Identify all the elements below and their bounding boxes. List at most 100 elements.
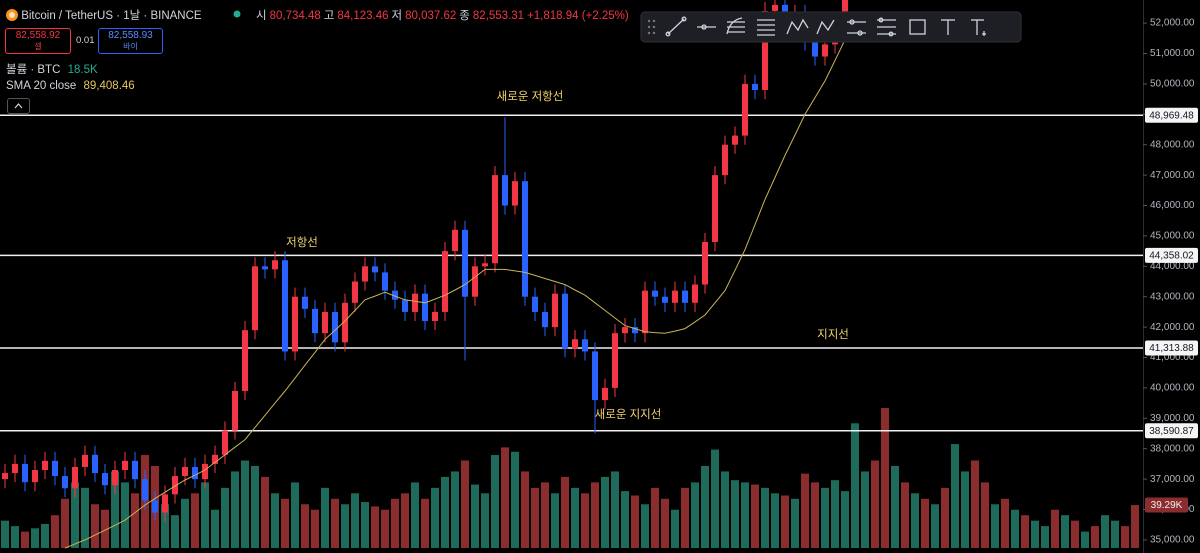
candle-body: [42, 460, 48, 471]
candle-body: [272, 260, 278, 270]
volume-bar: [781, 495, 789, 548]
volume-bar: [521, 471, 529, 548]
volume-bar: [401, 493, 409, 548]
candle-body: [562, 293, 568, 349]
pattern-tool[interactable]: [786, 18, 809, 35]
candle-body: [632, 327, 638, 334]
volume-bar: [471, 484, 479, 548]
candle-body: [322, 311, 328, 334]
candle-body: [342, 302, 348, 343]
volume-bar: [551, 493, 559, 548]
volume-bar: [1081, 531, 1089, 548]
candle-body: [492, 175, 498, 264]
candle-body: [672, 290, 678, 303]
volume-bar: [421, 498, 429, 548]
volume-bar: [1041, 526, 1049, 548]
y-tick-label: 43,000.00: [1150, 291, 1195, 302]
candle-body: [702, 241, 708, 285]
ohlc-label: 시: [256, 10, 267, 22]
ohlc-value: 80,037.62: [405, 10, 457, 22]
volume-label: 39.29K: [1151, 500, 1183, 511]
volume-bar: [261, 476, 269, 548]
measure-tool[interactable]: [847, 19, 866, 36]
y-tick-label: 44,000.00: [1150, 261, 1195, 272]
buy-button[interactable]: 82,558.93 바이: [98, 28, 163, 54]
candle-body: [512, 181, 518, 206]
level-label: 41,313.88: [1149, 343, 1194, 354]
rectangle-tool[interactable]: [909, 19, 926, 35]
buy-label: 바이: [123, 42, 138, 51]
volume-bar: [601, 476, 609, 548]
volume-bar: [851, 423, 859, 548]
volume-bar: [721, 471, 729, 548]
volume-bar: [651, 487, 659, 548]
volume-bar: [841, 491, 849, 548]
horizontal-ray-tool[interactable]: [697, 24, 716, 30]
volume-bar: [961, 471, 969, 548]
candle-body: [32, 470, 38, 483]
text-tool[interactable]: [941, 19, 955, 35]
volume-bar: [861, 471, 869, 548]
candle-body: [482, 263, 488, 267]
volume-bar: [131, 493, 139, 548]
candle-body: [232, 390, 238, 431]
trend-line-tool[interactable]: [665, 16, 687, 37]
candle-body: [142, 479, 148, 501]
volume-bar: [1061, 515, 1069, 548]
volume-bar: [641, 504, 649, 548]
candle-body: [152, 500, 158, 513]
ohlc-value: 84,123.46: [337, 10, 389, 22]
candle-body: [402, 299, 408, 312]
volume-bar: [1031, 520, 1039, 548]
volume-bar: [941, 487, 949, 548]
volume-bar: [481, 493, 489, 548]
volume-bar: [371, 506, 379, 548]
volume-bar: [411, 482, 419, 548]
candle-body: [752, 83, 758, 90]
price-axis: 35,000.0036,000.0037,000.0038,000.0039,0…: [1143, 0, 1200, 553]
volume-bar: [1001, 498, 1009, 548]
volume-bar: [541, 482, 549, 548]
sell-price: 82,558.92: [15, 30, 61, 41]
y-tick-label: 39,000.00: [1150, 413, 1195, 424]
drag-handle[interactable]: [647, 19, 656, 35]
volume-bar: [611, 471, 619, 548]
volume-bar: [811, 482, 819, 548]
volume-bar: [251, 465, 259, 548]
y-tick-label: 50,000.00: [1150, 79, 1195, 90]
volume-legend-value: 18.5K: [67, 64, 98, 76]
volume-bar: [91, 504, 99, 548]
sell-button[interactable]: 82,558.92 셀: [5, 28, 71, 54]
fib-tool[interactable]: [726, 17, 745, 35]
volume-bar: [621, 491, 629, 548]
volume-bar: [211, 509, 219, 548]
sma-legend-name[interactable]: SMA 20 close: [6, 80, 77, 92]
collapse-icon: [14, 103, 23, 109]
spread: 0.01: [76, 35, 95, 46]
ranges-tool[interactable]: [877, 17, 896, 37]
volume-bar: [121, 482, 129, 548]
volume-bar: [631, 495, 639, 548]
candle-body: [592, 351, 598, 401]
volume-bar: [991, 504, 999, 548]
candle-body: [822, 44, 828, 57]
volume-bar: [1011, 509, 1019, 548]
abcd-pattern-tool[interactable]: [816, 19, 835, 35]
candle-body: [462, 229, 468, 297]
volume-legend-name[interactable]: 볼륨 · BTC: [6, 64, 61, 76]
candle-body: [382, 272, 388, 291]
volume-bar: [161, 504, 169, 548]
candle-body: [212, 454, 218, 464]
volume-bar: [321, 487, 329, 548]
parallel-lines-tool[interactable]: [757, 19, 775, 36]
symbol-title[interactable]: Bitcoin / TetherUS · 1날 · BINANCE: [21, 10, 202, 22]
collapse-button[interactable]: [7, 98, 30, 114]
volume-bar: [431, 487, 439, 548]
candle-body: [102, 473, 108, 486]
volume-bar: [911, 493, 919, 548]
text-note-tool[interactable]: [971, 19, 986, 36]
volume-bar: [581, 493, 589, 548]
axis-bg: [1143, 0, 1200, 553]
